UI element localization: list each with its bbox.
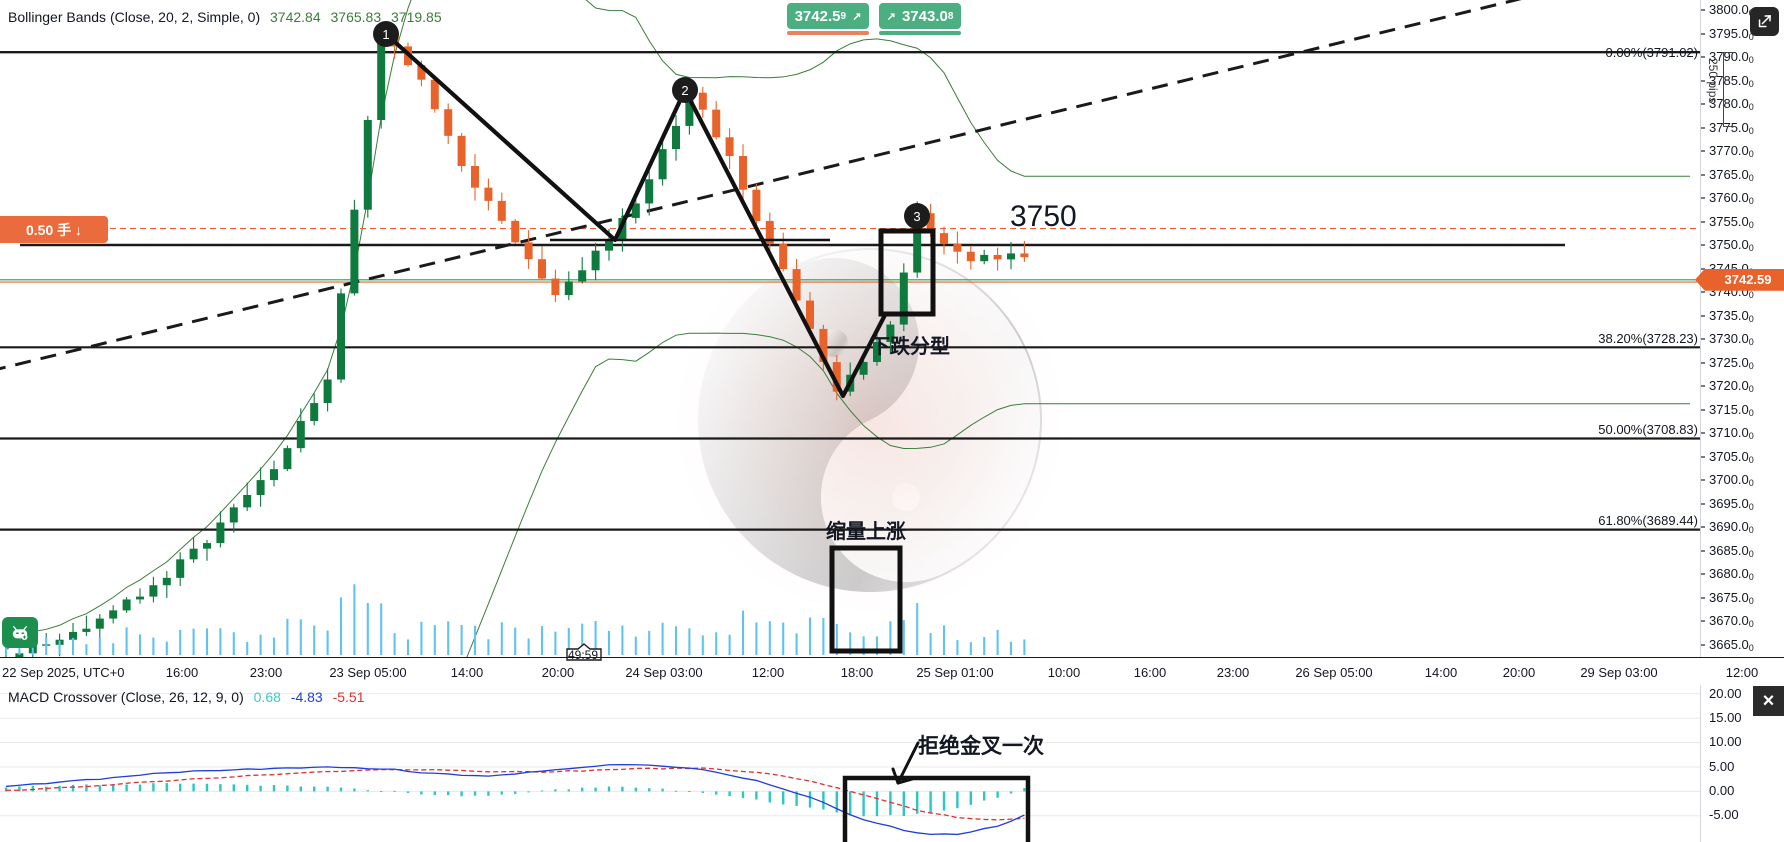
svg-text:2: 2 (681, 83, 688, 98)
svg-text:1: 1 (382, 27, 389, 42)
svg-text:3: 3 (913, 209, 920, 224)
